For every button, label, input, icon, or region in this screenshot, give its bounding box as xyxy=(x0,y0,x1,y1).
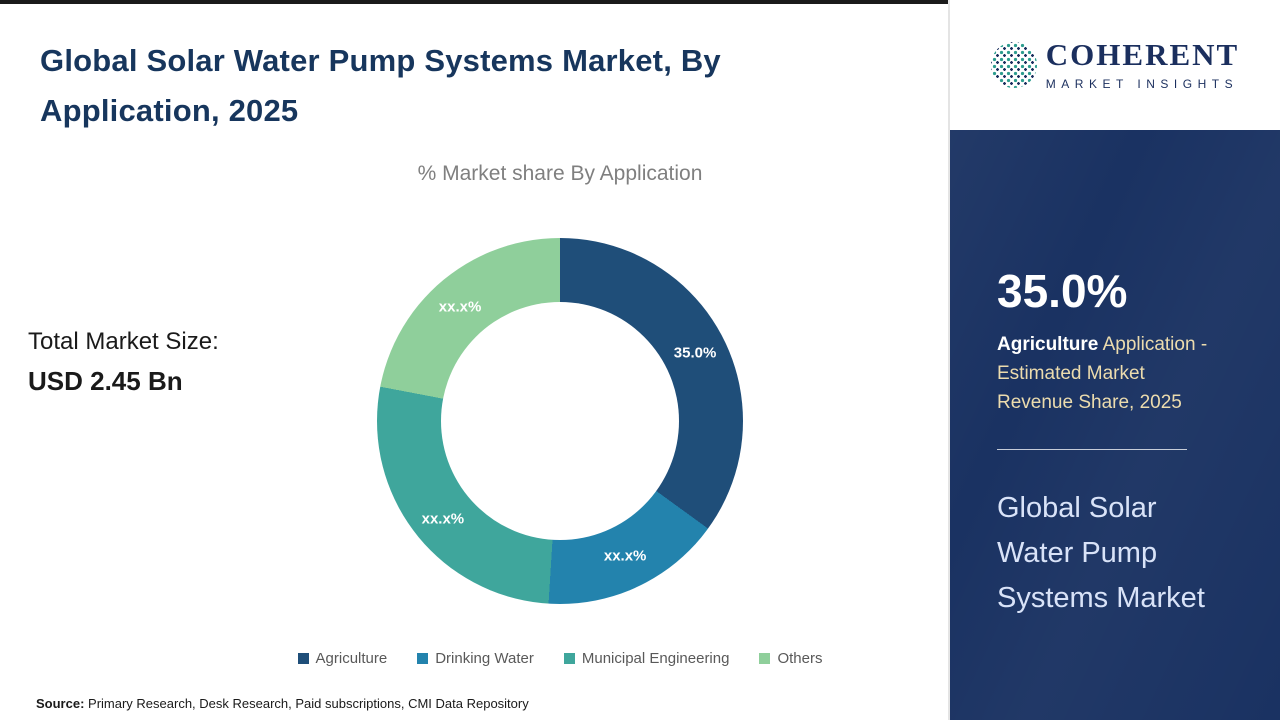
market-size-value: USD 2.45 Bn xyxy=(28,366,183,396)
source-line: Source: Primary Research, Desk Research,… xyxy=(36,696,529,711)
legend-swatch-others xyxy=(759,653,771,664)
logo-text: COHERENT MARKET INSIGHTS xyxy=(1046,39,1239,91)
donut-hole xyxy=(441,302,679,540)
stat-value: 35.0% xyxy=(997,265,1128,317)
sidebar-panel: COHERENT MARKET INSIGHTS 35.0% Agricultu… xyxy=(948,0,1280,720)
legend-label-drinking-water: Drinking Water xyxy=(435,650,534,667)
legend-label-municipal-engineering: Municipal Engineering xyxy=(581,650,730,667)
total-market-size: Total Market Size: USD 2.45 Bn xyxy=(28,328,219,397)
legend-item-drinking-water: Drinking Water xyxy=(417,650,534,667)
legend-swatch-municipal-engineering xyxy=(563,653,575,664)
legend-swatch-agriculture xyxy=(297,653,309,664)
page-title: Global Solar Water Pump Systems Market, … xyxy=(40,43,721,128)
logo-wordmark: COHERENT xyxy=(1045,37,1240,72)
legend-swatch-drinking-water xyxy=(417,653,429,664)
source-text: Primary Research, Desk Research, Paid su… xyxy=(84,696,529,711)
source-label: Source: xyxy=(36,696,85,711)
dotted-globe-icon xyxy=(990,42,1037,88)
legend-label-others: Others xyxy=(777,650,823,667)
legend-label-agriculture: Agriculture xyxy=(315,650,388,667)
logo-subwordmark: MARKET INSIGHTS xyxy=(1045,77,1239,91)
stat-segment-name: Agriculture xyxy=(997,334,1099,355)
legend-item-agriculture: Agriculture xyxy=(297,650,388,667)
legend-item-municipal-engineering: Municipal Engineering xyxy=(563,650,730,667)
stat-description: Agriculture Application - Estimated Mark… xyxy=(997,330,1212,417)
market-size-label: Total Market Size: xyxy=(28,328,219,355)
slice-label-municipal-engineering: xx.x% xyxy=(421,510,465,528)
legend-item-others: Others xyxy=(759,650,822,667)
slice-label-drinking-water: xx.x% xyxy=(603,547,647,565)
logo-inner: COHERENT MARKET INSIGHTS xyxy=(990,39,1239,91)
sidebar-content: 35.0% Agriculture Application - Estimate… xyxy=(950,268,1280,621)
brand-logo: COHERENT MARKET INSIGHTS xyxy=(950,0,1280,130)
sidebar-divider xyxy=(997,449,1187,450)
chart-subtitle: % Market share By Application xyxy=(417,162,703,185)
slice-label-agriculture: 35.0% xyxy=(673,344,717,362)
sidebar-report-title: Global Solar Water Pump Systems Market xyxy=(997,492,1205,614)
slice-label-others: xx.x% xyxy=(438,298,482,316)
main-panel: Global Solar Water Pump Systems Market, … xyxy=(0,0,948,711)
donut-chart: 35.0% xx.x% xx.x% xx.x% xyxy=(377,238,743,604)
chart-legend: Agriculture Drinking Water Municipal Eng… xyxy=(180,650,940,667)
stat-rest-text: Application - Estimated Market Revenue S… xyxy=(997,334,1208,413)
